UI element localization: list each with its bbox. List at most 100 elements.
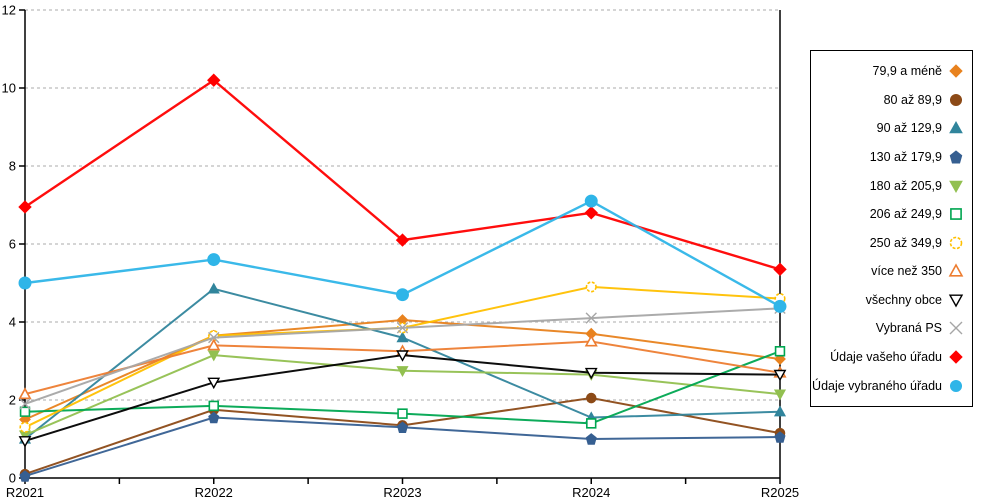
legend: 79,9 a méně 80 až 89,9 90 až 129,9 130 až 1…	[810, 50, 973, 407]
legend-marker-icon	[949, 350, 963, 364]
x-tick-label: R2024	[572, 485, 610, 500]
series-marker	[395, 233, 410, 247]
series-marker	[584, 367, 598, 380]
series-marker	[207, 338, 221, 351]
y-tick-label: 0	[9, 471, 16, 486]
series-marker	[950, 208, 962, 221]
series-marker	[19, 421, 31, 433]
series-marker	[773, 299, 787, 313]
legend-item: 90 až 129,9	[815, 116, 964, 140]
series-marker	[949, 93, 963, 106]
legend-label: 90 až 129,9	[876, 121, 942, 136]
series-marker	[396, 288, 409, 302]
series-marker	[207, 350, 220, 362]
y-tick-label: 10	[2, 81, 16, 96]
series-marker	[773, 369, 787, 382]
series-marker	[207, 73, 221, 87]
series-marker	[949, 64, 963, 78]
legend-item: 80 až 89,9	[815, 88, 964, 112]
series-marker	[19, 406, 31, 417]
series-marker	[949, 321, 963, 335]
legend-label: 206 až 249,9	[869, 207, 942, 222]
y-tick-label: 12	[2, 3, 16, 18]
legend-item: 79,9 a méně	[815, 59, 964, 83]
series-marker	[18, 387, 32, 400]
series-marker	[585, 312, 597, 324]
series-marker	[585, 392, 597, 404]
legend-marker-icon	[949, 321, 963, 335]
legend-item: více než 350	[815, 259, 964, 283]
series-marker	[949, 350, 963, 364]
legend-item: Údaje vašeho úřadu	[815, 345, 964, 369]
series-marker	[396, 322, 409, 334]
series-marker	[774, 346, 786, 357]
series-marker	[208, 400, 219, 412]
legend-marker-icon	[949, 93, 963, 106]
legend-marker-icon	[948, 294, 964, 308]
legend-label: Vybraná PS	[875, 321, 942, 336]
series-marker	[585, 433, 597, 445]
series-marker	[207, 253, 221, 267]
legend-item: všechny obce	[815, 288, 964, 312]
series-marker	[773, 389, 787, 401]
series-marker	[949, 121, 963, 134]
y-tick-label: 4	[9, 315, 16, 330]
series-marker	[949, 180, 963, 193]
legend-label: více než 350	[871, 264, 942, 279]
legend-label: 250 až 349,9	[869, 235, 942, 250]
series-marker	[18, 276, 32, 290]
series-marker	[773, 262, 787, 277]
legend-label: 80 až 89,9	[883, 92, 942, 107]
series-marker	[396, 331, 409, 343]
series-marker	[774, 431, 786, 443]
series-marker	[773, 405, 787, 417]
series-marker	[18, 436, 32, 448]
series-marker	[949, 236, 963, 250]
legend-marker-icon	[948, 263, 964, 277]
y-tick-label: 2	[9, 393, 16, 408]
series-marker	[396, 350, 409, 362]
legend-marker-icon	[949, 180, 963, 193]
legend-item: 130 až 179,9	[815, 145, 964, 169]
y-tick-label: 6	[9, 237, 16, 252]
legend-marker-icon	[950, 208, 962, 221]
series-marker	[208, 411, 220, 424]
legend-marker-icon	[949, 236, 963, 250]
x-tick-label: R2023	[383, 485, 421, 500]
series-marker	[19, 470, 31, 482]
series-marker	[207, 377, 221, 390]
legend-marker-icon	[949, 64, 963, 78]
series-marker	[18, 200, 32, 214]
x-tick-label: R2025	[761, 485, 799, 500]
legend-label: Údaje vybraného úřadu	[812, 378, 942, 393]
series-marker	[19, 398, 31, 410]
x-tick-label: R2021	[6, 485, 44, 500]
series-marker	[948, 294, 964, 308]
legend-label: 130 až 179,9	[869, 150, 942, 165]
legend-marker-icon	[949, 150, 963, 164]
series-marker	[948, 263, 964, 277]
series-marker	[949, 150, 963, 164]
series-marker	[584, 194, 598, 208]
y-tick-label: 8	[9, 159, 16, 174]
series-marker	[949, 379, 963, 392]
legend-item: Údaje vybraného úřadu	[812, 374, 964, 398]
series-marker	[397, 408, 408, 419]
series-marker	[585, 281, 597, 293]
series-marker	[207, 282, 220, 294]
legend-marker-icon	[949, 121, 963, 134]
legend-item: 250 až 349,9	[815, 231, 964, 255]
legend-label: 79,9 a méně	[872, 64, 943, 79]
legend-item: 206 až 249,9	[815, 202, 964, 226]
series-marker	[584, 334, 598, 347]
legend-label: všechny obce	[865, 292, 942, 307]
series-marker	[584, 206, 598, 220]
legend-marker-icon	[949, 379, 963, 392]
legend-item: 180 až 205,9	[815, 174, 964, 198]
series-marker	[208, 331, 220, 344]
series-marker	[586, 418, 597, 429]
series-marker	[396, 366, 409, 377]
x-tick-label: R2022	[195, 485, 233, 500]
